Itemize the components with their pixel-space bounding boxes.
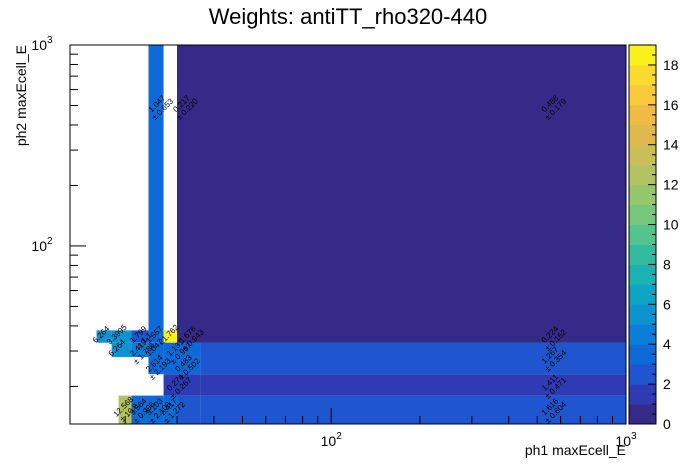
heatmap-cell [177,330,626,343]
colorbar-tick-label: 8 [663,256,671,272]
y-axis: 102 103 [31,35,86,387]
heatmap-cell [148,357,164,375]
x-axis-title: ph1 maxEcell_E [525,442,626,458]
colorbar-swatch [629,124,656,146]
colorbar-swatch [629,304,656,325]
colorbar-tick-label: 0 [663,416,671,432]
colorbar-tick-label: 2 [663,376,671,392]
colorbar-swatch [629,204,656,226]
chart-title: Weights: antiTT_rho320-440 [209,4,487,29]
colorbar-tick-label: 18 [663,57,679,73]
colorbar-tick-label: 10 [663,217,679,233]
colorbar-tick-label: 6 [663,296,671,312]
colorbar-swatch [629,84,656,106]
heatmap-cell [148,395,164,424]
colorbar-swatch [629,144,656,166]
colorbar-swatch [629,244,656,265]
colorbar-swatch [629,64,656,86]
heatmap-cell [200,342,626,375]
colorbar-swatch [629,384,656,405]
colorbar-tick-label: 14 [663,137,679,153]
colorbar-swatch [629,184,656,206]
colorbar-swatch [629,104,656,126]
colorbar-swatch [629,284,656,305]
heatmap-cell [163,374,201,396]
colorbar-swatch [629,324,656,345]
y-tick-label: 102 [31,236,53,254]
heatmap-cell [96,330,112,343]
heatmap-cell [163,357,201,375]
colorbar-swatch [629,404,656,425]
colorbar-swatch [629,264,656,285]
y-tick-label: 103 [31,35,53,53]
heatmap-cell [200,374,626,396]
colorbar-swatch [629,164,656,186]
heatmap-cell [177,45,626,343]
heatmap-cell [148,45,164,331]
heatmap-cell [163,395,178,424]
colorbar-tick-label: 12 [663,177,679,193]
heatmap-cell [111,330,132,343]
heatmap-cell [177,395,201,424]
colorbar-tick-label: 16 [663,97,679,113]
heatmap-cell [148,342,164,358]
plot-frame [69,44,627,425]
colorbar-swatch [629,344,656,365]
x-tick-label: 102 [321,431,343,449]
heatmap-cell [118,395,132,424]
heatmap-cell [111,342,132,358]
heatmap-cell [148,330,164,343]
heatmap-cell [200,395,626,424]
colorbar-swatch [629,45,656,66]
heatmap-cell [163,342,201,358]
heatmap-cell [163,330,178,343]
colorbar-tick-label: 4 [663,336,671,352]
colorbar-swatch [629,224,656,245]
colorbar: 0 2 4 6 8 10 12 14 16 18 [628,44,679,432]
heatmap-cell [131,395,149,424]
y-axis-title: ph2 maxEcell_E [13,45,29,146]
heatmap-cell [131,342,149,358]
colorbar-swatch [629,364,656,385]
heatmap-cell [131,330,149,343]
